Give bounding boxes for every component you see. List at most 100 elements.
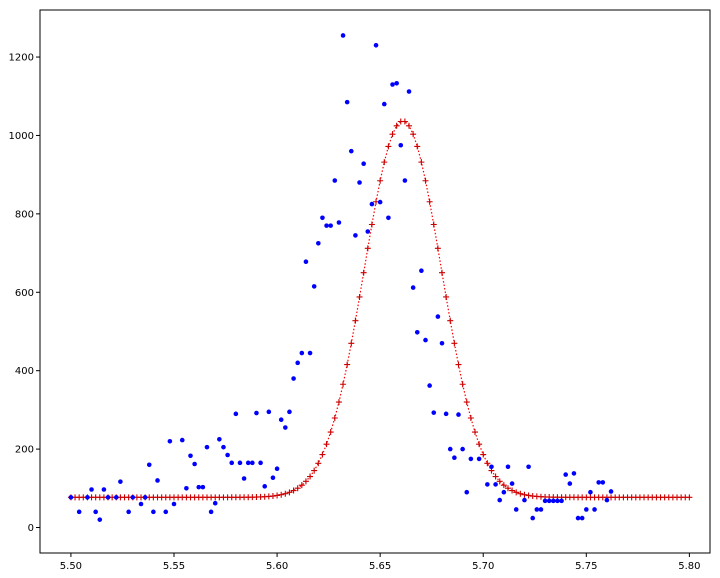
fit-marker [455, 361, 462, 368]
fit-marker [307, 473, 314, 480]
data-point [567, 481, 573, 486]
y-tick-label: 1000 [9, 131, 34, 142]
data-point [563, 472, 568, 477]
data-point [192, 461, 197, 467]
fit-marker [282, 490, 289, 497]
fit-marker [377, 177, 384, 184]
data-point [278, 417, 284, 423]
fit-marker [302, 478, 309, 485]
data-point [588, 489, 593, 495]
data-point [118, 479, 123, 484]
x-tick-label: 5.80 [678, 561, 700, 572]
fit-marker [443, 293, 450, 300]
data-point [270, 475, 276, 481]
fit-marker [278, 491, 285, 498]
data-point [369, 201, 375, 207]
data-point [155, 478, 160, 483]
fit-marker [426, 198, 433, 205]
data-point [456, 412, 461, 417]
x-tick-label: 5.60 [266, 561, 288, 572]
data-point [113, 495, 119, 500]
data-point [233, 411, 239, 417]
y-tick-label: 1200 [9, 53, 34, 64]
data-point [163, 509, 169, 515]
data-point [212, 500, 218, 506]
data-point [241, 476, 247, 481]
fit-marker [463, 399, 470, 406]
data-point [559, 498, 564, 504]
data-point [167, 438, 173, 444]
data-point-layer [68, 33, 614, 522]
fit-marker [513, 489, 520, 496]
data-point [542, 498, 548, 504]
data-point [427, 383, 432, 388]
data-point [419, 268, 424, 274]
data-point [245, 460, 251, 466]
data-point [592, 507, 597, 512]
data-point [254, 410, 259, 416]
fit-marker [381, 159, 388, 166]
data-point [344, 99, 350, 105]
fit-marker [406, 122, 413, 129]
y-tick-label: 200 [15, 445, 34, 456]
fit-marker [344, 361, 351, 368]
data-point [551, 498, 556, 504]
data-point [489, 464, 494, 470]
fit-marker [504, 485, 511, 492]
fit-marker [286, 489, 293, 496]
data-point [571, 471, 577, 476]
data-point [365, 229, 371, 234]
x-axis: 5.50 5.55 5.60 5.65 5.70 5.75 5.80 [60, 553, 701, 572]
data-point [221, 444, 226, 450]
data-point [196, 484, 202, 490]
fit-marker [471, 429, 478, 436]
data-point [497, 497, 503, 503]
data-point [485, 482, 490, 487]
fit-marker [327, 429, 334, 436]
data-point [225, 452, 230, 458]
fit-marker [274, 492, 281, 499]
data-point [600, 480, 606, 485]
data-point [283, 425, 288, 430]
y-axis: 0 200 400 600 800 1000 1200 [9, 53, 40, 534]
fit-marker [509, 487, 516, 494]
data-point [101, 487, 107, 492]
data-point [303, 259, 309, 265]
data-point [320, 215, 325, 221]
data-point [410, 285, 416, 290]
fit-marker [517, 490, 524, 497]
fit-marker [500, 482, 507, 489]
fit-marker [422, 177, 429, 184]
fit-marker [484, 460, 491, 467]
fit-marker [389, 131, 396, 138]
y-tick-label: 0 [28, 523, 34, 534]
data-point [262, 484, 268, 489]
data-point [316, 240, 321, 246]
fit-marker [352, 317, 359, 324]
data-point [200, 484, 206, 490]
data-point [505, 464, 511, 470]
data-point [406, 89, 412, 94]
fit-marker [496, 478, 503, 485]
data-point [237, 460, 243, 466]
fit-marker [451, 340, 458, 347]
data-point [608, 489, 614, 494]
data-point [357, 180, 362, 185]
data-point [171, 501, 177, 507]
data-point [402, 178, 408, 183]
data-point [431, 410, 437, 415]
data-point [89, 487, 94, 492]
data-point [509, 481, 515, 486]
fit-marker [401, 118, 408, 125]
data-point [447, 446, 453, 452]
data-point [579, 515, 585, 521]
fit-marker [434, 245, 441, 252]
fit-marker [393, 122, 400, 129]
fit-marker [476, 441, 483, 448]
fit-marker [298, 482, 305, 489]
data-point [501, 489, 507, 495]
data-point [179, 437, 185, 443]
data-point [328, 223, 333, 228]
data-point [250, 460, 255, 466]
data-point [530, 515, 536, 521]
